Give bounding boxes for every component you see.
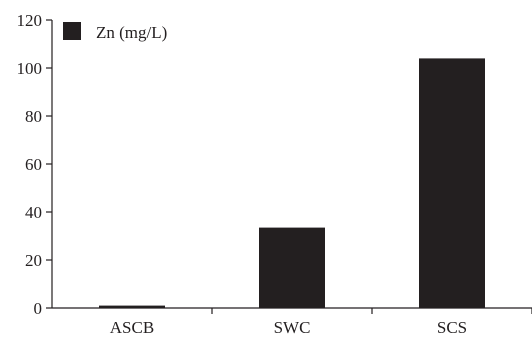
y-axis: 0 20 40 60 80 100 120 [17, 11, 53, 318]
y-tick-label: 40 [25, 203, 42, 222]
legend-swatch [63, 22, 81, 40]
bar-swc [259, 227, 325, 308]
bars [99, 58, 485, 309]
bar-scs [419, 58, 485, 309]
bar-ascb [99, 305, 165, 308]
x-tick-label: SWC [274, 318, 311, 337]
y-tick-label: 60 [25, 155, 42, 174]
legend: Zn (mg/L) [63, 22, 167, 42]
x-tick-label: ASCB [110, 318, 154, 337]
x-axis: ASCB SWC SCS [52, 307, 532, 337]
y-tick-label: 0 [34, 299, 43, 318]
y-tick-label: 80 [25, 107, 42, 126]
y-tick-label: 120 [17, 11, 43, 30]
y-tick-label: 100 [17, 59, 43, 78]
x-tick-label: SCS [437, 318, 467, 337]
y-tick-label: 20 [25, 251, 42, 270]
legend-label: Zn (mg/L) [96, 23, 167, 42]
